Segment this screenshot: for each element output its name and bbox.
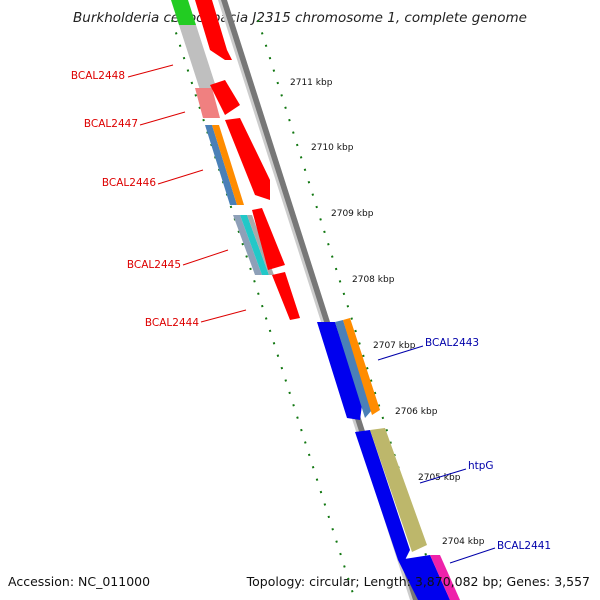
plus-strand-genes: [195, 0, 460, 600]
gene-label-bcal2446[interactable]: BCAL2446: [102, 177, 156, 189]
gene-label-bcal2444[interactable]: BCAL2444: [145, 317, 199, 329]
tick-label: 2707 kbp: [373, 341, 416, 351]
gene-label-bcal2445[interactable]: BCAL2445: [127, 259, 181, 271]
tick-label: 2708 kbp: [352, 275, 395, 285]
genome-summary-text: Topology: circular; Length: 3,870,082 bp…: [246, 574, 590, 589]
gene-labels-left[interactable]: BCAL2448 BCAL2447 BCAL2446 BCAL2445 BCAL…: [71, 64, 247, 329]
tick-label: 2710 kbp: [311, 143, 354, 153]
tick-label: 2704 kbp: [442, 537, 485, 547]
gene-label-bcal2443[interactable]: BCAL2443: [425, 337, 479, 349]
tick-label: 2711 kbp: [290, 78, 333, 88]
tick-label: 2709 kbp: [331, 209, 374, 219]
gene-label-htpg[interactable]: htpG: [468, 460, 494, 472]
gene-label-bcal2447[interactable]: BCAL2447: [84, 118, 138, 130]
tick-label: 2705 kbp: [418, 473, 461, 483]
gene-label-bcal2441[interactable]: BCAL2441: [497, 540, 551, 552]
tick-label: 2706 kbp: [395, 407, 438, 417]
tick-labels: 2711 kbp 2710 kbp 2709 kbp 2708 kbp 2707…: [290, 78, 485, 547]
accession-text: Accession: NC_011000: [8, 574, 151, 589]
gene-labels-right[interactable]: BCAL2443 htpG BCAL2441: [377, 337, 551, 564]
gene-label-bcal2448[interactable]: BCAL2448: [71, 70, 125, 82]
